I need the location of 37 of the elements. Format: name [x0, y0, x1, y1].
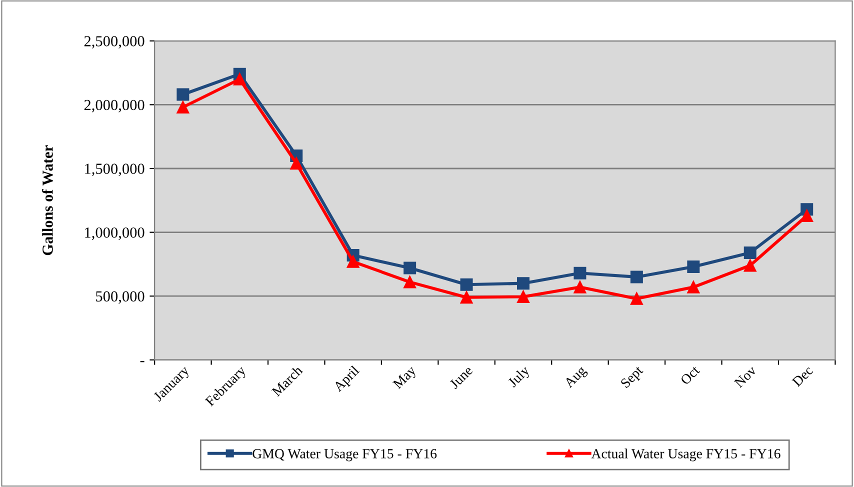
point — [290, 157, 303, 170]
x-tick-label: Dec — [792, 365, 814, 388]
point — [574, 280, 586, 294]
point — [800, 209, 814, 222]
y-tick-label: 2,500,000 — [84, 36, 144, 49]
x-tick-label: July — [507, 364, 532, 390]
point — [233, 72, 246, 86]
y-tick-label: 1,000,000 — [85, 227, 144, 240]
x-tick-label: Nov — [734, 365, 758, 388]
point — [517, 290, 530, 303]
point — [404, 276, 416, 288]
y-tick-label: 500,000 — [96, 291, 144, 304]
point — [574, 266, 586, 280]
x-tick-label: June — [449, 365, 474, 390]
point — [176, 88, 190, 101]
y-tick-label: - — [140, 361, 144, 362]
x-tick-label: Aug — [563, 365, 589, 390]
point — [744, 259, 756, 272]
y-axis-title: Gallons of Water — [42, 145, 53, 256]
point — [517, 277, 530, 290]
x-tick-label: Oct — [680, 364, 700, 386]
point — [346, 255, 360, 268]
point — [630, 270, 643, 284]
point — [630, 292, 643, 305]
point — [687, 280, 700, 294]
point — [460, 278, 473, 291]
legend-label: Actual Water Usage FY15 - FY16 — [591, 448, 780, 462]
legend-label: GMQ Water Usage FY15 - FY16 — [252, 449, 437, 462]
point — [176, 101, 190, 114]
point — [460, 291, 473, 304]
point — [744, 246, 756, 259]
point — [404, 262, 416, 274]
point — [687, 260, 700, 273]
y-tick-label: 2,000,000 — [84, 100, 144, 112]
y-tick-label: 1,500,000 — [85, 164, 144, 176]
x-tick-label: May — [392, 365, 419, 392]
x-tick-label: Sept — [620, 364, 646, 390]
